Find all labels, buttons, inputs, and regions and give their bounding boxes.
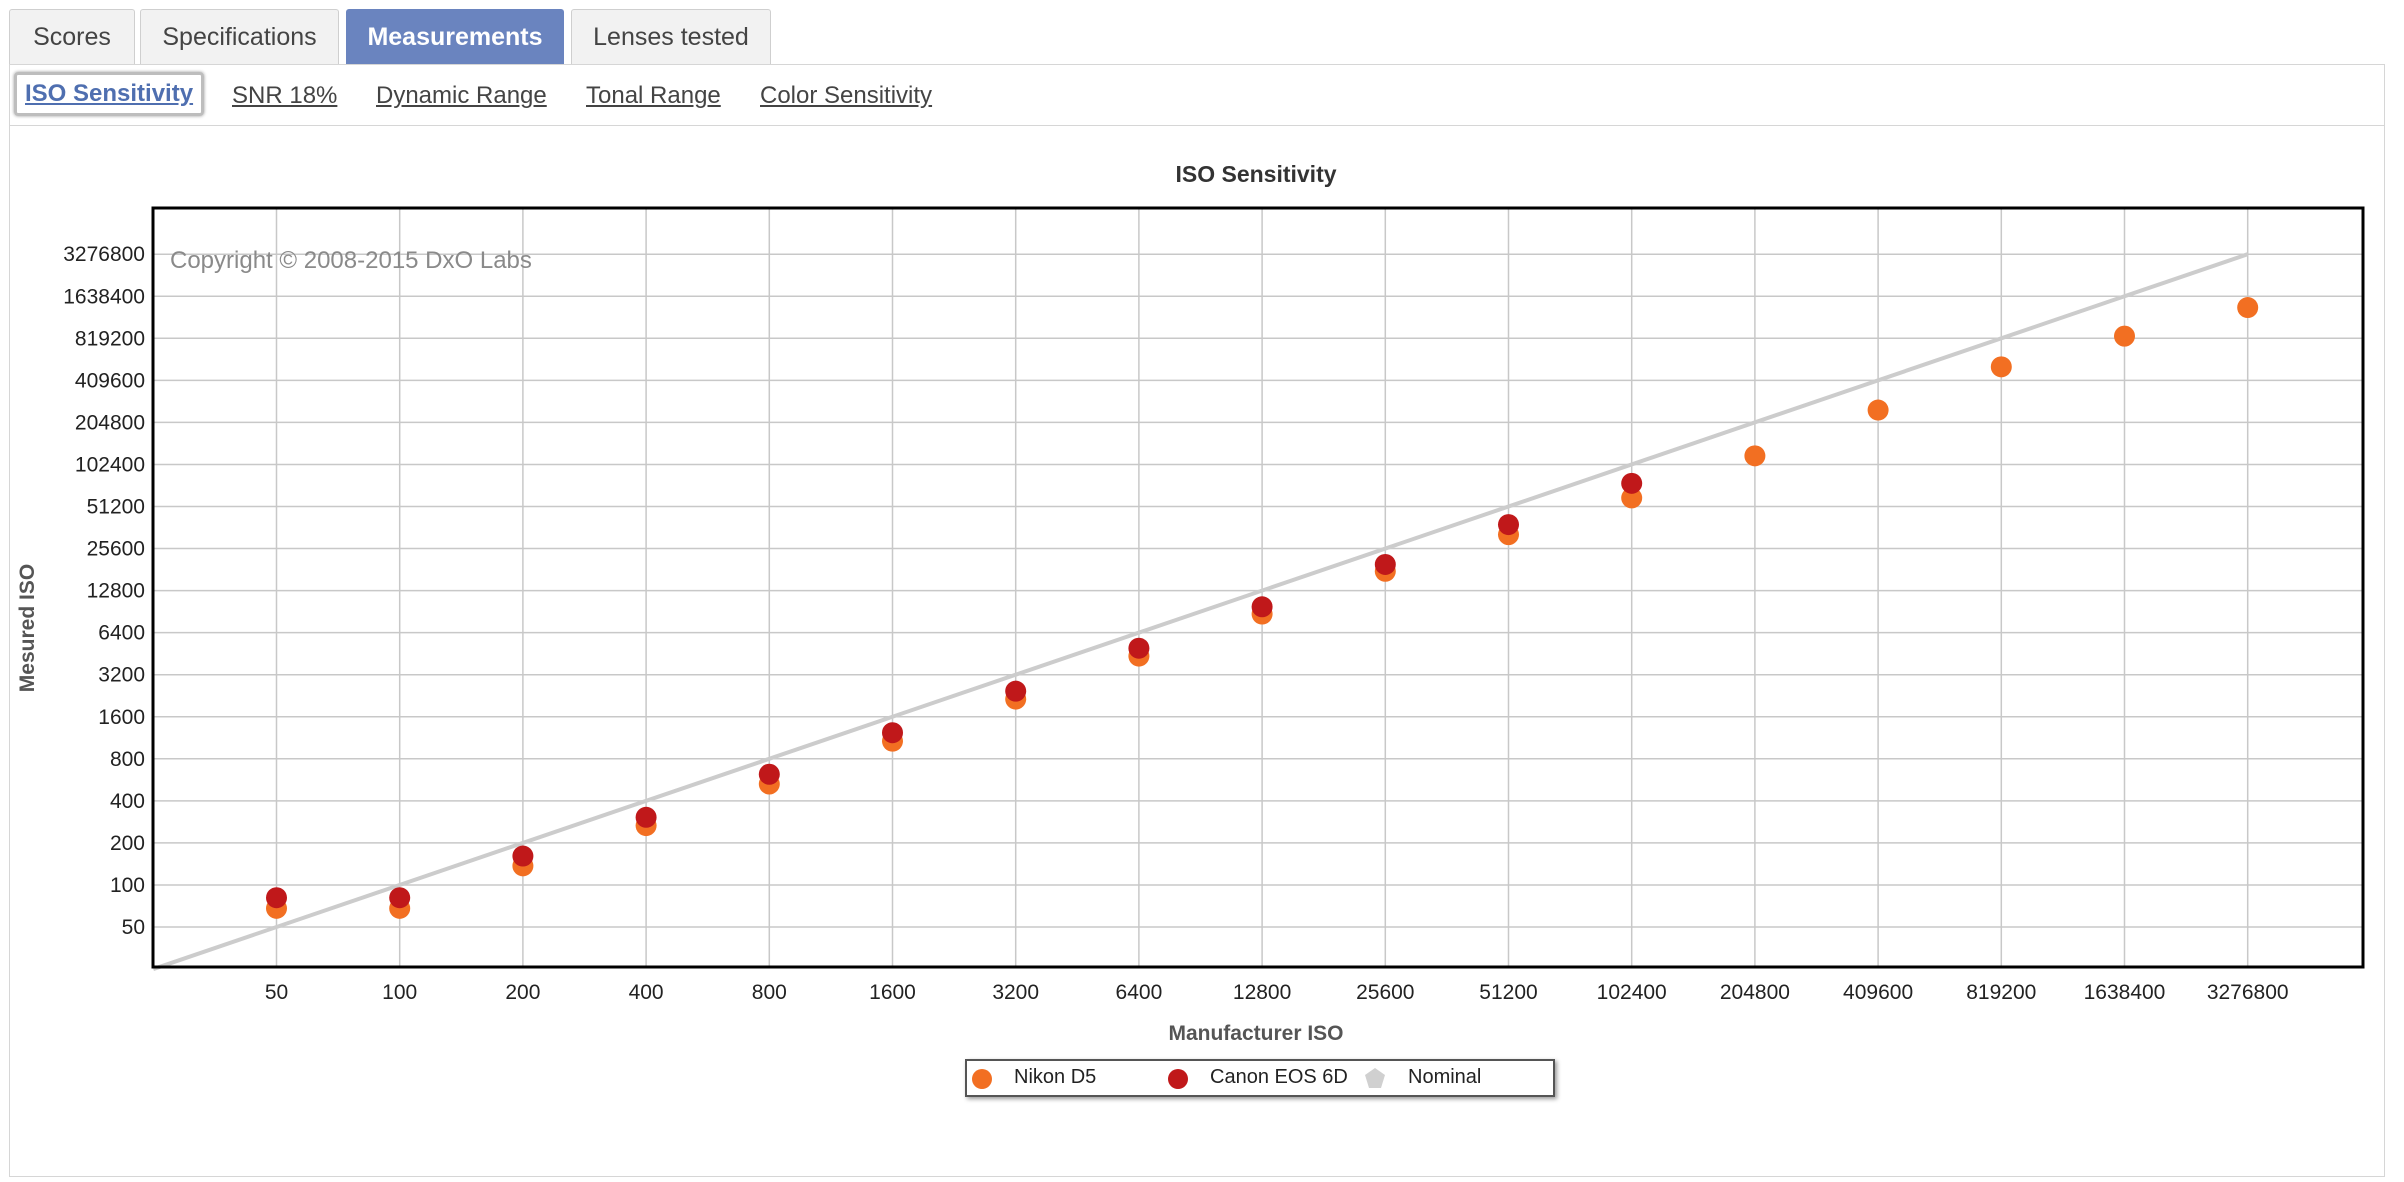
y-tick-label: 50 <box>122 916 145 939</box>
subtab-color-sensitivity[interactable]: Color Sensitivity <box>760 82 933 109</box>
legend-label-nominal[interactable]: Nominal <box>1408 1066 1481 1088</box>
x-tick-label: 100 <box>382 981 417 1004</box>
points-layer <box>266 297 2259 919</box>
x-tick-label: 200 <box>505 981 540 1004</box>
subtab-dynamic-range[interactable]: Dynamic Range <box>376 82 547 109</box>
grid-layer <box>153 208 2363 967</box>
main-tab-bar: Scores Specifications Measurements Lense… <box>0 0 2404 66</box>
canon-eos-6d-point <box>1498 514 1519 536</box>
canon-eos-6d-point <box>1251 596 1273 618</box>
legend-marker-nikon <box>972 1069 992 1089</box>
x-tick-label: 25600 <box>1356 981 1414 1004</box>
y-tick-label: 204800 <box>75 411 145 434</box>
canon-eos-6d-point <box>758 763 780 785</box>
tab-measurements[interactable]: Measurements <box>346 9 564 64</box>
legend-marker-nominal <box>1365 1068 1385 1088</box>
measurement-subtab-bar: ISO Sensitivity SNR 18% Dynamic Range To… <box>10 65 2384 126</box>
canon-eos-6d-point <box>1005 680 1027 702</box>
canon-eos-6d-point <box>882 722 903 744</box>
x-tick-label: 3276800 <box>2207 981 2289 1004</box>
subtab-tonal-range[interactable]: Tonal Range <box>586 82 721 109</box>
x-tick-label: 6400 <box>1116 981 1163 1004</box>
x-axis-label: Manufacturer ISO <box>1168 1022 1343 1045</box>
nikon-d5-point <box>1621 487 1643 509</box>
nominal-series-line <box>152 252 2249 971</box>
canon-eos-6d-point <box>512 845 534 867</box>
x-tick-label: 1600 <box>869 981 916 1004</box>
chart-title: ISO Sensitivity <box>1175 161 1336 187</box>
y-tick-label: 102400 <box>75 453 145 476</box>
x-tick-label: 400 <box>629 981 664 1004</box>
canon-eos-6d-point <box>1374 553 1396 575</box>
tab-lenses-tested[interactable]: Lenses tested <box>571 9 771 64</box>
x-tick-labels: 50 100 200 400 800 1600 3200 6400 12800 25600 5120… <box>265 981 2289 1004</box>
y-tick-label: 51200 <box>87 496 145 519</box>
x-tick-label: 3200 <box>992 981 1039 1004</box>
legend-label-canon[interactable]: Canon EOS 6D <box>1210 1066 1348 1088</box>
y-axis-label: Mesured ISO <box>16 564 39 692</box>
nikon-d5-point <box>1990 356 2012 378</box>
x-tick-label: 1638400 <box>2084 981 2166 1004</box>
nikon-d5-point <box>1867 399 1889 421</box>
plot-area-frame <box>151 206 2365 969</box>
legend: Nikon D5 Canon EOS 6D Nominal <box>965 1059 1555 1097</box>
x-tick-label: 50 <box>265 981 288 1004</box>
x-tick-label: 409600 <box>1843 981 1913 1004</box>
tab-scores[interactable]: Scores <box>9 9 135 64</box>
canon-eos-6d-point <box>1621 472 1643 494</box>
canon-eos-6d-point <box>1128 637 1150 659</box>
tab-specifications[interactable]: Specifications <box>140 9 339 64</box>
y-tick-label: 1600 <box>98 706 145 729</box>
y-tick-label: 6400 <box>98 622 145 645</box>
y-tick-label: 400 <box>110 790 145 813</box>
legend-label-nikon[interactable]: Nikon D5 <box>1014 1066 1096 1088</box>
y-tick-label: 12800 <box>87 580 145 603</box>
subtab-iso-sensitivity[interactable]: ISO Sensitivity <box>14 72 205 116</box>
y-tick-label: 819200 <box>75 327 145 350</box>
measurements-panel: ISO Sensitivity SNR 18% Dynamic Range To… <box>9 64 2385 1177</box>
x-tick-label: 102400 <box>1597 981 1667 1004</box>
y-tick-label: 800 <box>110 748 145 771</box>
y-tick-labels: 50 100 200 400 800 1600 3200 6400 12800 25600 5120… <box>63 243 145 939</box>
subtab-snr-18[interactable]: SNR 18% <box>232 82 338 109</box>
nikon-d5-point <box>2114 325 2135 347</box>
y-tick-label: 3200 <box>98 664 145 687</box>
nikon-d5-point <box>2237 297 2259 319</box>
y-tick-label: 1638400 <box>63 285 145 308</box>
y-tick-label: 3276800 <box>63 243 145 266</box>
copyright-watermark: Copyright © 2008-2015 DxO Labs <box>170 247 532 274</box>
x-tick-label: 51200 <box>1479 981 1537 1004</box>
y-tick-label: 25600 <box>87 538 145 561</box>
legend-marker-canon <box>1168 1069 1188 1089</box>
x-tick-label: 204800 <box>1720 981 1790 1004</box>
canon-eos-6d-point <box>635 806 657 828</box>
canon-eos-6d-point <box>389 887 411 909</box>
x-tick-label: 819200 <box>1966 981 2036 1004</box>
x-tick-label: 12800 <box>1233 981 1291 1004</box>
legend-box <box>965 1059 1555 1097</box>
canon-eos-6d-point <box>266 887 287 909</box>
y-tick-label: 409600 <box>75 369 145 392</box>
nikon-d5-point <box>1744 445 1766 467</box>
y-tick-label: 100 <box>110 874 145 897</box>
x-tick-label: 800 <box>752 981 787 1004</box>
y-tick-label: 200 <box>110 832 145 855</box>
